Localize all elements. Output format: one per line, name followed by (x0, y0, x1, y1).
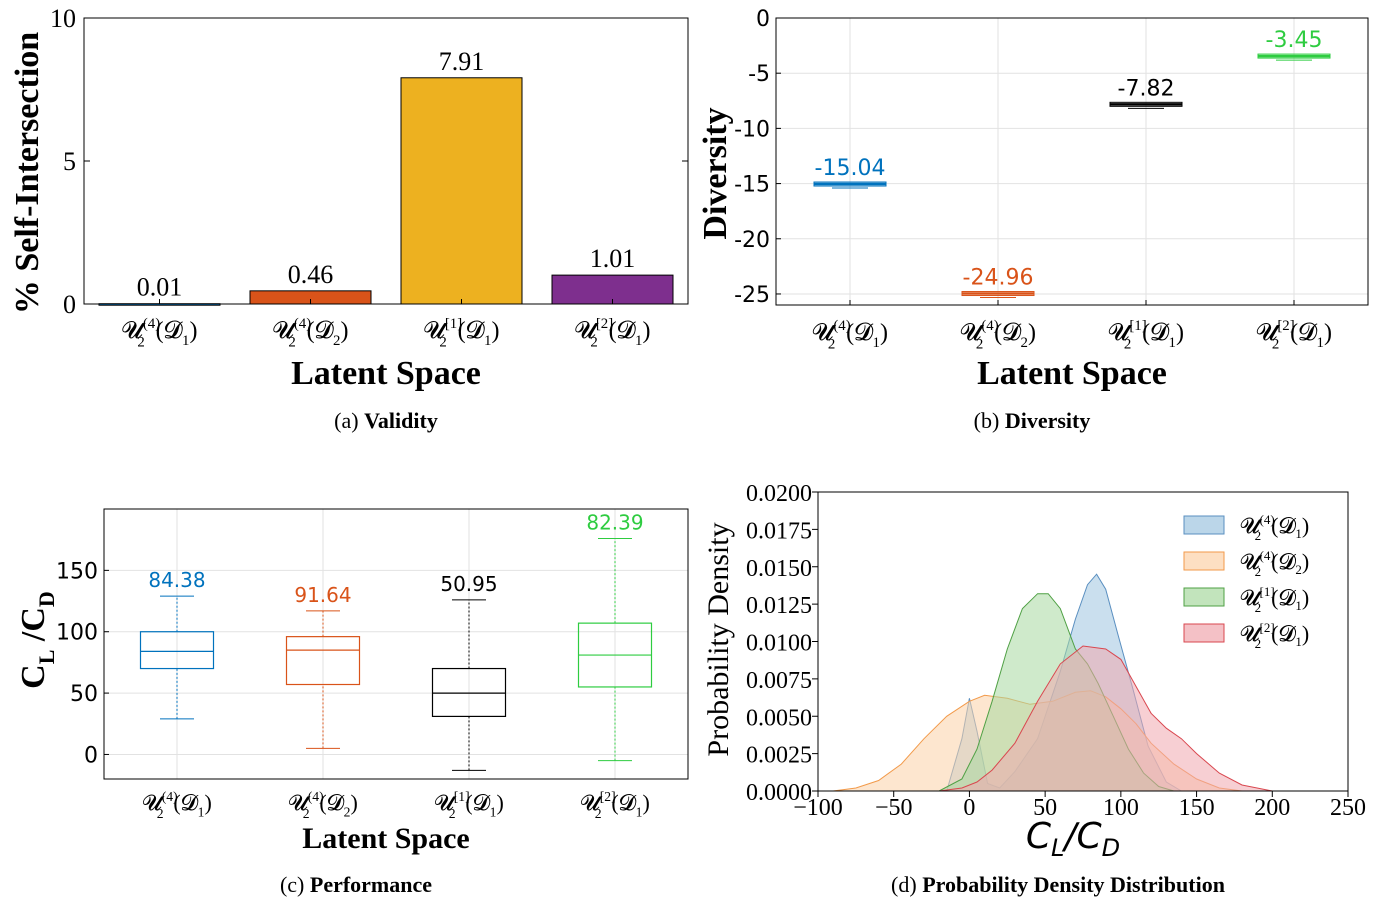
x-tick-label: 𝓤[1] 2 (𝓓1) (1108, 318, 1184, 353)
median-label: -3.45 (1266, 28, 1323, 53)
legend-swatch (1183, 551, 1225, 571)
bar-value-label: 1.01 (590, 244, 636, 273)
y-tick-label: -15 (734, 173, 770, 198)
x-axis-label: Latent Space (977, 355, 1167, 392)
y-axis-label: Probability Density (702, 522, 735, 756)
plot-frame (103, 508, 689, 780)
y-tick-label: 150 (56, 559, 98, 584)
x-tick-label: 𝓤(4) 2 (𝓓1) (122, 316, 198, 351)
x-tick-label: −50 (875, 795, 913, 821)
top-label: 91.64 (294, 583, 351, 607)
bar (400, 77, 523, 305)
y-tick-label: 0.0050 (746, 705, 812, 731)
median-label: -24.96 (963, 266, 1034, 291)
y-tick-label: 10 (50, 4, 76, 33)
x-tick-label: 𝓤(4) 2 (𝓓1) (812, 318, 888, 353)
legend-label: 𝓤(4) 2 (𝓓2) (1240, 548, 1309, 579)
y-tick-label: 0 (756, 7, 770, 32)
y-tick-label: 0.0175 (746, 518, 812, 544)
box (285, 636, 361, 686)
x-tick-label: 𝓤(4) 2 (𝓓2) (273, 316, 349, 351)
y-tick-label: 0.0075 (746, 668, 812, 694)
legend-label: 𝓤[2] 2 (𝓓1) (1240, 620, 1309, 651)
bar-value-label: 0.01 (137, 273, 183, 302)
y-tick-label: 50 (70, 682, 98, 707)
panel-validity: 0 5 10 0.01 𝓤(4) 2 (𝓓1) 0.46 𝓤(4) 2 (𝓓2) 7.91 𝓤[1] 2(… (9, 4, 689, 433)
caption: (c) Performance (280, 872, 432, 897)
y-tick-label: 100 (56, 621, 98, 646)
y-tick-label: 0.0200 (746, 481, 812, 507)
legend-swatch (1183, 587, 1225, 607)
y-tick-label: -5 (748, 62, 770, 87)
x-tick-label: 200 (1254, 795, 1290, 821)
x-tick-label: 50 (1033, 795, 1057, 821)
x-tick-label: 𝓤(4) 2 (𝓓2) (960, 318, 1036, 353)
top-label: 84.38 (148, 568, 205, 592)
y-tick-label: 0.0125 (746, 593, 812, 619)
legend-swatch (1183, 623, 1225, 643)
y-tick-label: 0.0100 (746, 631, 812, 657)
x-axis-label: Latent Space (291, 355, 481, 392)
bar-value-label: 0.46 (288, 260, 334, 289)
x-tick-label: −100 (793, 795, 843, 821)
y-tick-label: 5 (63, 147, 76, 176)
y-axis-label: Diversity (697, 107, 734, 239)
y-tick-label: -10 (734, 117, 770, 142)
x-tick-label: 𝓤(4) 2 (𝓓2) (288, 789, 358, 821)
x-tick-label: 𝓤[2] 2 (𝓓1) (1256, 318, 1332, 353)
box (139, 631, 215, 670)
top-label: 50.95 (440, 572, 497, 596)
median-label: -7.82 (1118, 76, 1175, 101)
panel-diversity: 0 -5 -10 -15 -20 -25 -15.04 𝓤(4) 2 (𝓓1) -24.96 𝓤(4)… (697, 7, 1369, 433)
y-tick-label: 0 (63, 290, 76, 319)
caption: (d) Probability Density Distribution (891, 872, 1225, 897)
panel-performance: 0 50 100 150 84.38 𝓤(4) 2 (𝓓1) 91.64 𝓤(4) 2 (𝓓2) 50.… (15, 508, 689, 897)
top-label: 82.39 (586, 510, 643, 534)
x-tick-label: 150 (1179, 795, 1215, 821)
x-tick-label: 𝓤[1] 2 (𝓓1) (434, 789, 504, 821)
y-tick-label: 0 (84, 743, 98, 768)
panel-density: 0.0000 0.0025 0.0050 0.0075 0.0100 0.0125 0.01… (702, 481, 1366, 897)
x-tick-label: 𝓤[1] 2 (𝓓1) (424, 316, 500, 351)
legend-label: 𝓤[1] 2 (𝓓1) (1240, 584, 1309, 615)
y-tick-label: 0.0150 (746, 556, 812, 582)
density-area (939, 645, 1273, 792)
legend-swatch (1183, 515, 1225, 535)
bar-value-label: 7.91 (439, 47, 485, 76)
x-tick-label: 250 (1330, 795, 1366, 821)
box (431, 667, 507, 718)
x-axis-label: Latent Space (302, 822, 470, 855)
caption: (b) Diversity (974, 408, 1091, 433)
legend-label: 𝓤(4) 2 (𝓓1) (1240, 512, 1309, 543)
x-tick-label: 𝓤(4) 2 (𝓓1) (142, 789, 212, 821)
x-tick-label: 0 (963, 795, 975, 821)
x-tick-label: 𝓤[2] 2 (𝓓1) (575, 316, 651, 351)
x-tick-label: 𝓤[2] 2 (𝓓1) (580, 789, 650, 821)
x-tick-label: 100 (1103, 795, 1139, 821)
median-label: -15.04 (815, 156, 886, 181)
caption: (a) Validity (334, 408, 438, 433)
y-tick-label: 0.0000 (746, 780, 812, 806)
y-tick-label: -20 (734, 228, 770, 253)
y-axis-label: % Self-Intersection (9, 32, 46, 314)
y-axis-label: CL /CD (15, 591, 59, 689)
x-axis-label: CL/CD (1026, 816, 1120, 862)
y-tick-label: 0.0025 (746, 743, 812, 769)
plot-frame (775, 17, 1369, 306)
y-tick-label: -25 (734, 283, 770, 308)
